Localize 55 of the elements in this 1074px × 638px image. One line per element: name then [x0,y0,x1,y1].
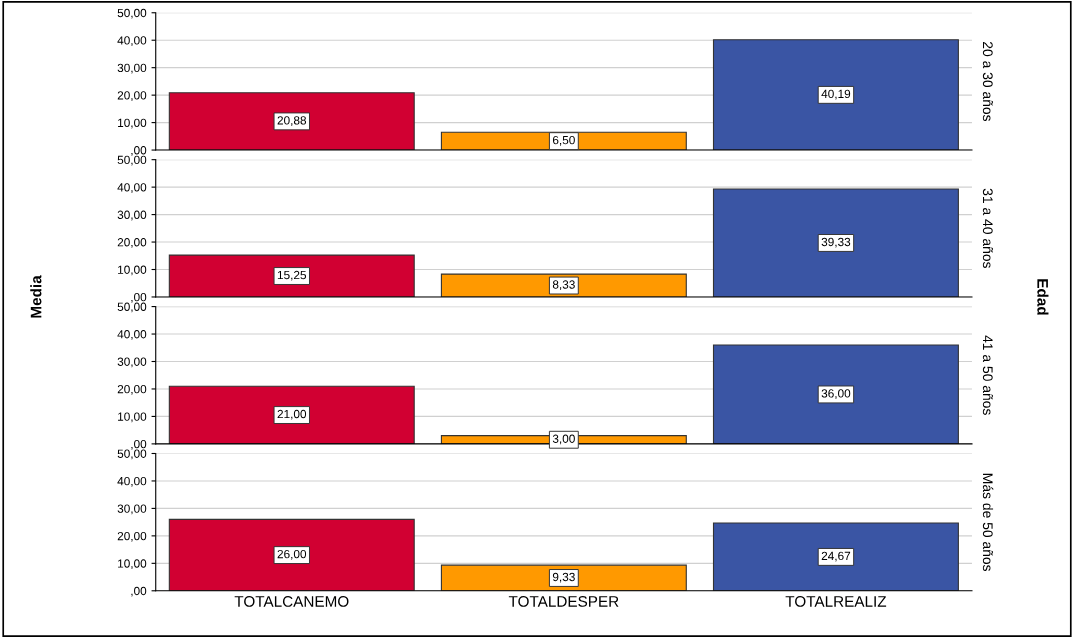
data-label: 9,33 [552,572,575,583]
y-tick-label: 40,00 [117,330,147,340]
x-tick-label: TOTALCANEMO [234,596,349,607]
data-label: 8,33 [552,280,575,291]
bar [168,254,415,297]
y-tick-label: 50,00 [117,302,147,313]
y-tick-label: 50,00 [117,155,147,166]
y-tick-label: 20,00 [117,384,147,395]
bar [712,522,959,591]
y-tick-label: 20,00 [117,91,147,101]
data-label: 20,88 [277,116,307,126]
y-tick-label: 10,00 [118,559,147,570]
bar [440,273,687,297]
y-tick-label: ,00 [131,439,147,450]
y-tick-label: ,00 [131,146,147,156]
y-tick-label: 40,00 [117,476,147,487]
y-tick-label: 50,00 [117,8,147,19]
y-tick-label: 30,00 [117,63,147,74]
y-tick-label: 10,00 [118,412,147,423]
y2-axis-title: 31 a 40 años [982,188,993,268]
bar [712,188,959,297]
data-label: 39,33 [821,237,851,248]
y2-axis-title: 41 a 50 años [982,335,993,415]
data-label: 15,25 [277,270,307,281]
data-label: 36,00 [821,389,851,400]
x-tick-label: TOTALREALIZ [785,596,887,607]
y-tick-label: 40,00 [117,183,147,193]
bar [712,344,959,444]
y-tick-label: 20,00 [117,238,147,248]
y-tick-label: 20,00 [117,531,147,542]
data-label: 40,19 [821,89,851,100]
x-tick-label: TOTALDESPER [508,596,619,607]
y-tick-label: 30,00 [117,210,147,221]
y-tick-label: 50,00 [117,449,147,460]
bar [712,39,959,151]
y-tick-label: 30,00 [117,357,147,368]
data-label: 21,00 [277,409,307,420]
data-label: 24,67 [821,551,851,562]
y-tick-label: 10,00 [118,265,147,276]
y-tick-label: 40,00 [117,36,147,47]
data-label: 3,00 [552,434,575,445]
data-label: 26,00 [277,549,307,560]
bar [440,564,687,591]
y-tick-label: 30,00 [117,504,147,515]
y-tick-label: ,00 [131,586,147,597]
y-tick-label: ,00 [131,293,147,303]
text: Edad [1037,279,1049,315]
data-label: 6,50 [552,135,575,146]
bar [168,385,415,444]
y-tick-label: 10,00 [118,118,147,129]
y2-axis-title: Más de 50 años [982,473,994,572]
bar [168,92,415,151]
y-axis-title: Media [30,275,42,318]
y2-axis-title: 20 a 30 años [982,41,993,122]
bar [168,518,415,591]
